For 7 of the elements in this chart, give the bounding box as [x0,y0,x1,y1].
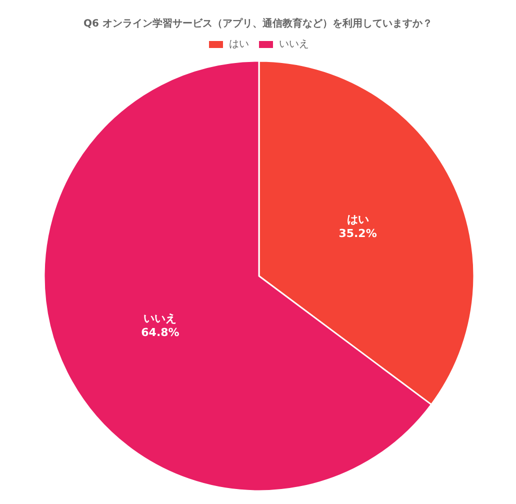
data-label: 35.2% [338,226,377,240]
data-label: 64.8% [141,326,180,340]
slice-label: はい [346,212,369,226]
slice-label: いいえ [144,312,177,326]
chart-title: Q6 オンライン学習サービス（アプリ、通信教育など）を利用していますか？ [84,18,432,30]
legend-label: はい [229,39,249,50]
legend-label: いいえ [279,39,309,50]
